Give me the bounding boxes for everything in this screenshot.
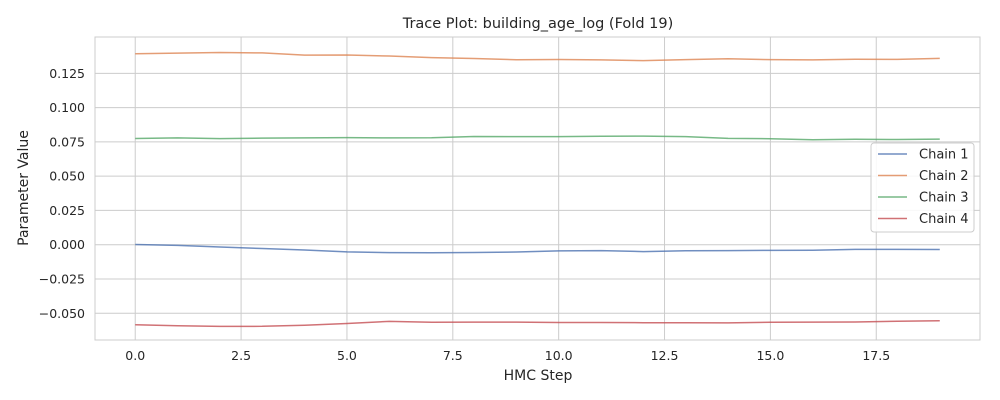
- x-axis-ticks: 0.0 2.5 5.0 7.5 10.0 12.5 15.0 17.5: [125, 348, 890, 363]
- legend-label: Chain 1: [919, 148, 969, 163]
- legend-box: [870, 142, 975, 233]
- y-axis-ticks: −0.050 −0.025 0.000 0.025 0.050 0.075 0.100 0.1…: [39, 66, 85, 321]
- series-line-chain-1: [135, 243, 940, 254]
- y-axis-label: Parameter Value: [16, 130, 32, 246]
- x-tick-label: 10.0: [545, 348, 573, 363]
- plot-area-frame: [94, 36, 981, 341]
- legend: Chain 1 Chain 2 Chain 3 Chain 4: [870, 142, 975, 233]
- legend-items: Chain 1 Chain 2 Chain 3 Chain 4: [878, 148, 969, 227]
- y-tick-label: 0.025: [49, 203, 85, 218]
- series-layer: [135, 51, 940, 328]
- y-tick-label: 0.075: [49, 134, 85, 149]
- x-tick-label: 5.0: [337, 348, 357, 363]
- x-tick-label: 12.5: [651, 348, 679, 363]
- y-tick-label: 0.050: [49, 169, 85, 184]
- y-tick-label: −0.050: [39, 306, 85, 321]
- y-tick-label: 0.000: [49, 237, 85, 252]
- series-line-chain-3: [135, 135, 940, 141]
- x-tick-label: 2.5: [231, 348, 251, 363]
- x-tick-label: 7.5: [443, 348, 463, 363]
- legend-label: Chain 2: [919, 169, 969, 184]
- y-tick-label: 0.100: [49, 100, 85, 115]
- chart-title: Trace Plot: building_age_log (Fold 19): [402, 16, 674, 32]
- legend-label: Chain 3: [919, 191, 969, 206]
- x-axis-label: HMC Step: [504, 368, 573, 384]
- x-tick-label: 15.0: [756, 348, 784, 363]
- series-line-chain-4: [135, 320, 940, 328]
- series-line-chain-2: [135, 51, 940, 62]
- x-tick-label: 17.5: [862, 348, 890, 363]
- y-tick-label: −0.025: [39, 271, 85, 286]
- legend-label: Chain 4: [919, 212, 969, 227]
- x-tick-label: 0.0: [125, 348, 145, 363]
- grid-layer: [95, 37, 980, 340]
- y-tick-label: 0.125: [49, 66, 85, 81]
